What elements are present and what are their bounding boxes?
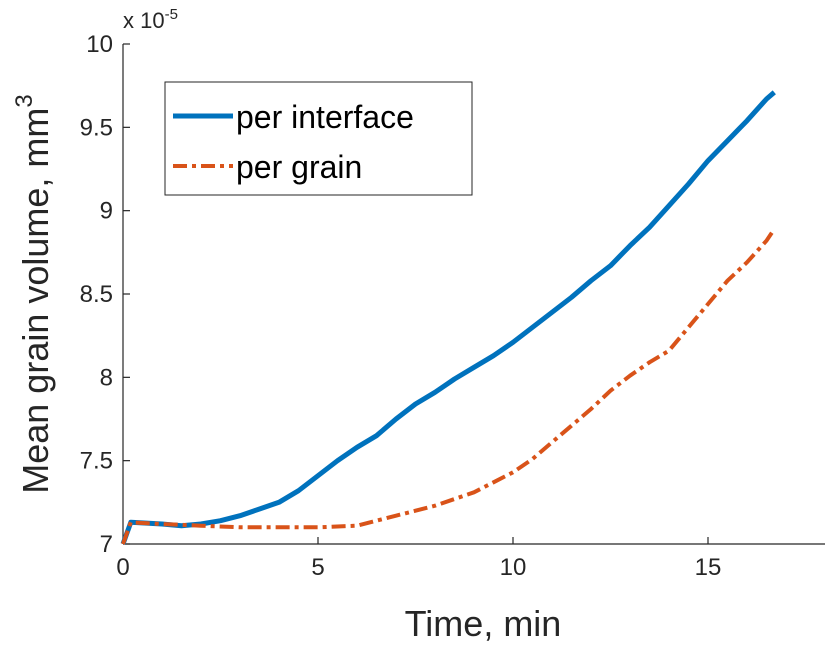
- y-ticks: 7 7.5 8 8.5 9 9.5 10: [80, 31, 130, 558]
- y-tick-label: 9: [100, 198, 113, 225]
- y-tick-label: 7.5: [80, 448, 113, 475]
- series-line-per-interface: [120, 90, 776, 545]
- series-layer: [120, 90, 776, 545]
- y-tick-label: 8: [100, 364, 113, 391]
- y-multiplier: x 10-5: [123, 6, 178, 33]
- x-tick-label: 5: [311, 554, 324, 581]
- y-tick-label: 10: [86, 31, 113, 58]
- x-axis-title: Time, min: [405, 603, 562, 644]
- x-tick-label: 10: [500, 554, 527, 581]
- y-tick-label: 9.5: [80, 114, 113, 141]
- legend-label-per-grain: per grain: [236, 149, 362, 185]
- y-tick-label: 7: [100, 531, 113, 558]
- y-tick-label: 8.5: [80, 281, 113, 308]
- legend-label-per-interface: per interface: [236, 99, 414, 135]
- legend-box: [164, 81, 473, 196]
- legend: per interface per grain: [164, 81, 473, 196]
- series-line-per-grain: [121, 227, 776, 545]
- x-ticks: 0 5 10 15: [116, 537, 721, 581]
- x-tick-label: 0: [116, 554, 129, 581]
- y-axis-title: Mean grain volume, mm3: [11, 94, 56, 494]
- x-tick-label: 15: [695, 554, 722, 581]
